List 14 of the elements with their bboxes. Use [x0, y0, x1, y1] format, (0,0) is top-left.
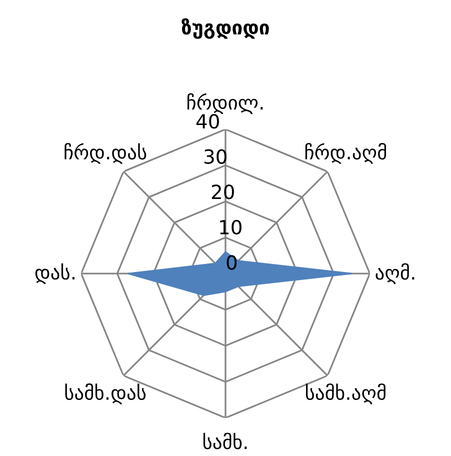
spoke-label: აღმ.	[376, 263, 414, 284]
spoke-label: ჩრდ.აღმ	[305, 143, 386, 164]
spoke-label: სამხ.დას	[65, 383, 146, 404]
chart-title: ზუგდიდი	[182, 18, 269, 39]
y-tick-label: 30	[204, 149, 226, 164]
y-tick-label: 20	[212, 184, 234, 200]
spoke-label: ჩრდილ.	[187, 93, 263, 114]
y-tick-label: 0	[226, 255, 237, 270]
spoke-label: დას.	[35, 263, 74, 284]
spoke-label: სამხ.აღმ	[306, 383, 386, 404]
spoke-label: სამხ.	[203, 432, 247, 450]
y-tick-label: 10	[220, 220, 242, 235]
y-tick-label: 40	[196, 114, 219, 129]
spoke-label: ჩრდ.დას	[64, 143, 146, 164]
